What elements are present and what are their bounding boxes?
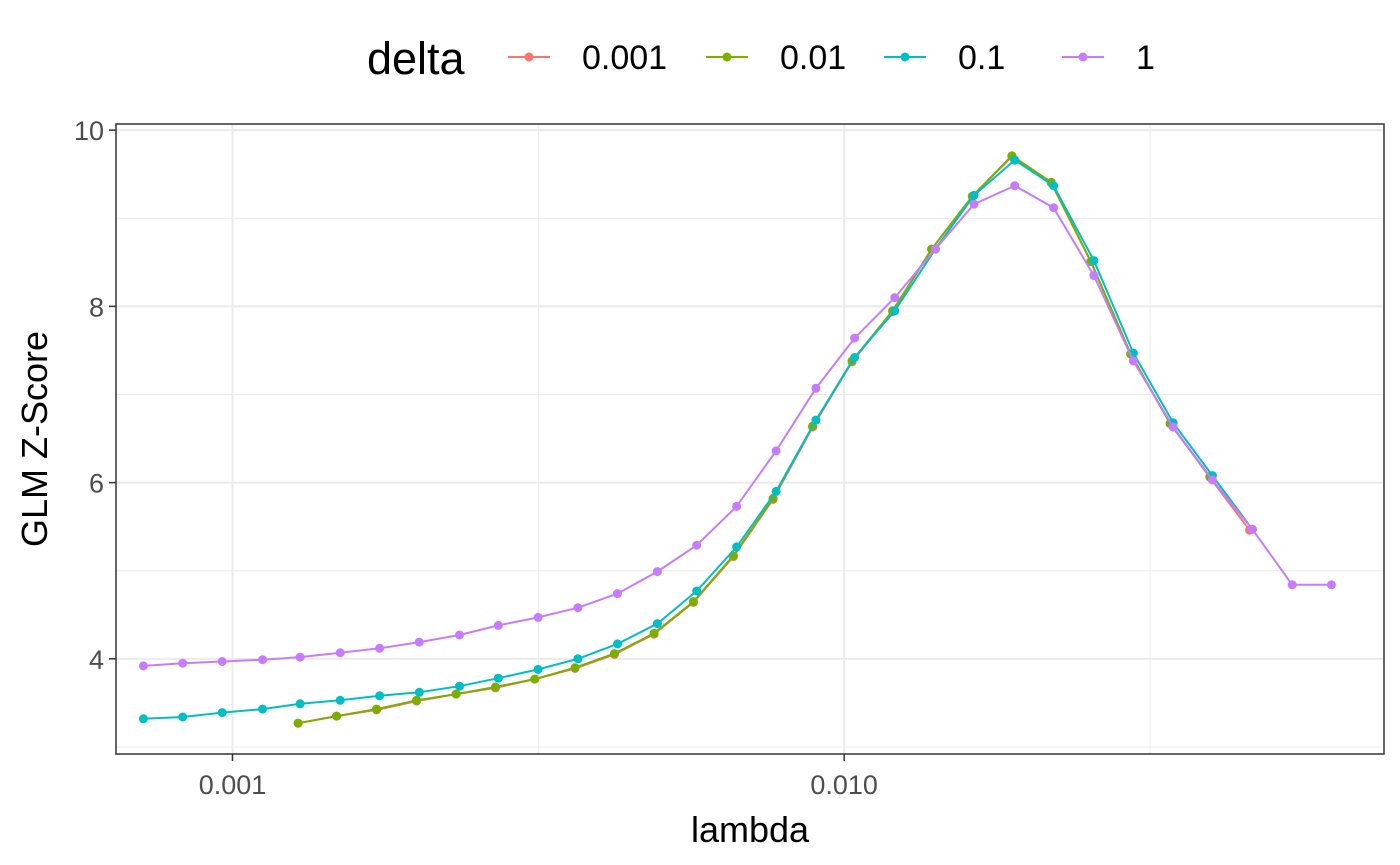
data-point bbox=[258, 655, 268, 665]
y-tick-label: 8 bbox=[89, 292, 104, 322]
data-point bbox=[414, 637, 424, 647]
data-point bbox=[332, 711, 342, 721]
data-point bbox=[652, 619, 662, 629]
panel-border bbox=[115, 123, 1385, 755]
data-point bbox=[811, 383, 821, 393]
data-point bbox=[573, 603, 583, 613]
data-point bbox=[771, 446, 781, 456]
data-point bbox=[138, 714, 148, 724]
data-point bbox=[613, 639, 622, 649]
data-point bbox=[732, 501, 742, 511]
data-point bbox=[811, 415, 821, 425]
legend-item-0.001: 0.001 bbox=[508, 39, 667, 77]
data-point bbox=[493, 673, 503, 683]
data-point bbox=[293, 718, 303, 728]
y-axis-title: GLM Z-Score bbox=[14, 331, 55, 547]
data-point bbox=[732, 542, 742, 552]
data-point bbox=[375, 691, 385, 701]
data-point bbox=[1287, 580, 1297, 590]
data-point bbox=[455, 630, 464, 640]
data-point bbox=[1049, 181, 1059, 191]
data-point bbox=[613, 589, 622, 599]
data-point bbox=[890, 293, 900, 303]
data-point bbox=[609, 649, 619, 659]
data-point bbox=[1128, 356, 1138, 366]
data-point bbox=[850, 333, 860, 343]
legend-label: 0.001 bbox=[582, 39, 667, 77]
legend-key-point bbox=[1078, 52, 1088, 62]
data-point bbox=[1010, 181, 1020, 191]
gridlines bbox=[116, 124, 1384, 754]
legend-item-0.1: 0.1 bbox=[884, 39, 1005, 77]
legend-label: 0.01 bbox=[780, 39, 846, 77]
data-point bbox=[295, 652, 305, 662]
data-point bbox=[1049, 203, 1059, 213]
y-tick-label: 4 bbox=[89, 645, 104, 675]
legend: delta 0.001 0.01 0.1 1 bbox=[367, 33, 1155, 84]
data-point bbox=[178, 712, 188, 722]
data-point bbox=[335, 695, 345, 705]
data-point bbox=[930, 244, 940, 254]
plot-panel bbox=[115, 123, 1385, 755]
data-point bbox=[1010, 155, 1020, 165]
legend-key-point bbox=[524, 52, 534, 62]
data-point bbox=[138, 661, 148, 671]
data-point bbox=[573, 654, 583, 664]
data-point bbox=[969, 199, 979, 209]
data-point bbox=[217, 708, 227, 718]
data-point bbox=[969, 190, 979, 200]
data-point bbox=[1089, 271, 1099, 281]
y-tick-label: 10 bbox=[74, 116, 104, 146]
data-point bbox=[692, 540, 702, 550]
x-tick-label: 0.001 bbox=[199, 770, 267, 800]
data-point bbox=[178, 658, 188, 668]
data-point bbox=[1207, 475, 1217, 485]
data-point bbox=[490, 682, 500, 692]
data-point bbox=[375, 643, 385, 653]
data-point bbox=[217, 657, 227, 666]
legend-label: 1 bbox=[1136, 39, 1155, 77]
x-tick-label: 0.010 bbox=[810, 770, 878, 800]
data-point bbox=[533, 664, 543, 674]
data-point bbox=[372, 704, 382, 714]
data-point bbox=[890, 306, 900, 316]
axes: 4 6 8 10 0.001 0.010 bbox=[74, 116, 878, 800]
data-point bbox=[414, 687, 424, 697]
data-point bbox=[530, 674, 540, 684]
legend-item-1: 1 bbox=[1062, 39, 1155, 77]
data-point bbox=[771, 486, 781, 496]
series-1 bbox=[138, 181, 1336, 671]
data-point bbox=[1089, 256, 1099, 266]
data-point bbox=[570, 663, 580, 673]
data-point bbox=[493, 620, 503, 630]
data-point bbox=[335, 648, 345, 658]
data-point bbox=[455, 681, 464, 691]
legend-item-0.01: 0.01 bbox=[706, 39, 846, 77]
legend-title: delta bbox=[367, 33, 466, 84]
legend-key-point bbox=[722, 52, 732, 62]
data-point bbox=[1168, 422, 1178, 432]
data-point bbox=[649, 628, 659, 638]
x-axis-title: lambda bbox=[691, 809, 810, 850]
data-point bbox=[451, 689, 461, 699]
panel-background bbox=[116, 124, 1384, 754]
legend-label: 0.1 bbox=[958, 39, 1005, 77]
y-tick-label: 6 bbox=[89, 469, 104, 499]
data-point bbox=[412, 695, 422, 705]
data-point bbox=[258, 704, 268, 714]
series-layer bbox=[138, 151, 1336, 728]
data-point bbox=[1247, 524, 1257, 534]
data-point bbox=[688, 597, 698, 607]
data-point bbox=[850, 353, 860, 362]
legend-key-point bbox=[900, 52, 910, 62]
data-point bbox=[652, 567, 662, 577]
data-point bbox=[692, 586, 702, 596]
data-point bbox=[295, 699, 305, 709]
data-point bbox=[1326, 580, 1336, 590]
data-point bbox=[533, 612, 543, 622]
data-point bbox=[768, 494, 778, 503]
